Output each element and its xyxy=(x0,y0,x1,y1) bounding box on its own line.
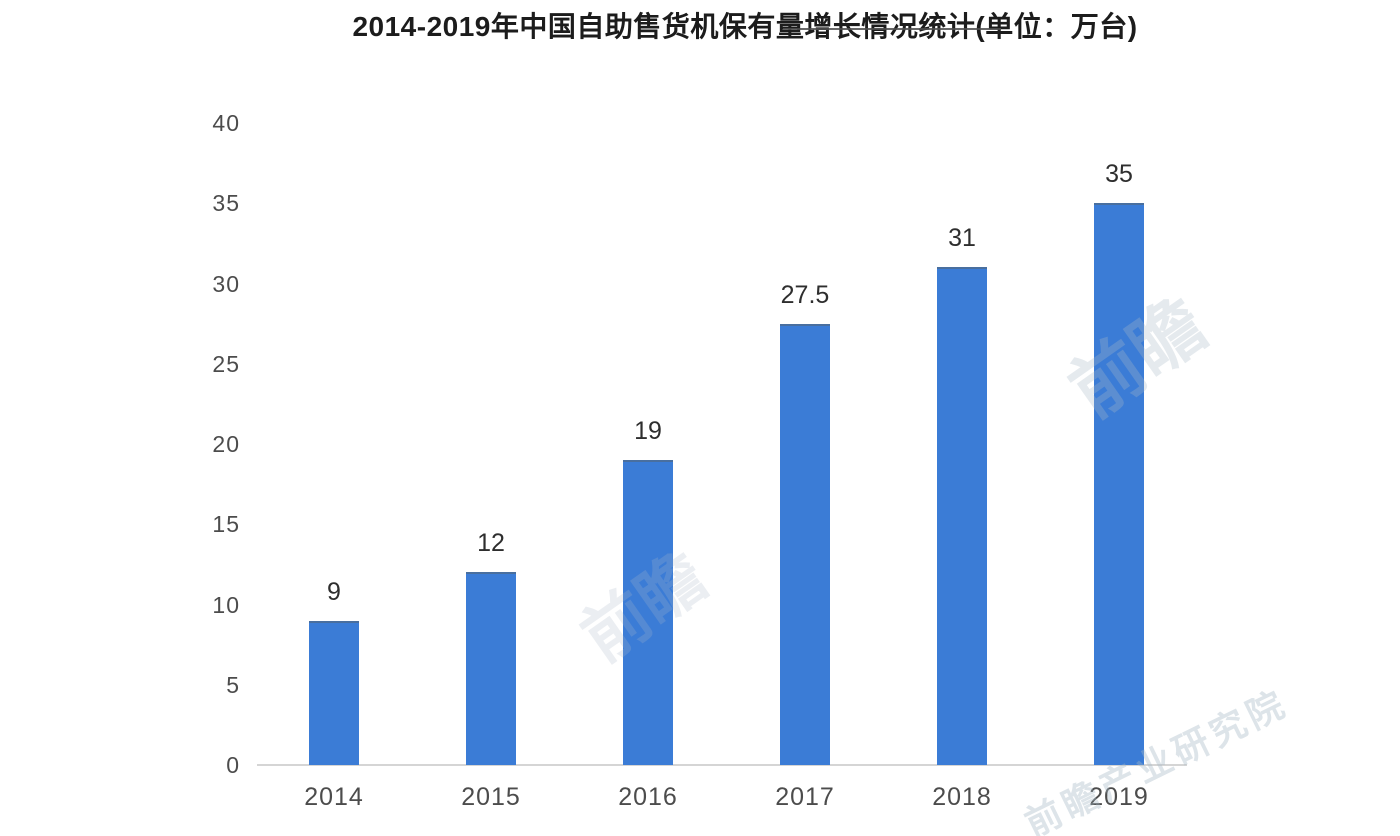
bar-group: 19 xyxy=(623,123,673,765)
y-tick-label: 20 xyxy=(212,431,240,457)
x-tick-label: 2019 xyxy=(1089,783,1149,811)
x-tick-label: 2017 xyxy=(775,783,835,811)
bar-2019 xyxy=(1094,203,1144,765)
bar-value-label: 9 xyxy=(327,578,341,606)
bar-value-label: 31 xyxy=(948,224,976,252)
bar-value-label: 35 xyxy=(1105,160,1133,188)
bar-value-label: 19 xyxy=(634,417,662,445)
bar-group: 31 xyxy=(937,123,987,765)
bar-value-label: 27.5 xyxy=(780,281,830,309)
chart-title: 2014-2019年中国自助售货机保有量增长情况统计(单位：万台) xyxy=(352,11,1138,42)
y-tick-label: 35 xyxy=(212,190,240,217)
x-tick-label: 2014 xyxy=(304,783,364,811)
y-tick-label: 40 xyxy=(212,110,240,136)
bar-2018 xyxy=(937,267,987,765)
bar-2017 xyxy=(780,324,830,765)
bar-group: 9 xyxy=(309,123,359,765)
bar-2015 xyxy=(466,572,516,765)
plot-area: 9 2014 12 2015 19 2016 27.5 2017 31 2018 35 2019 xyxy=(257,123,1187,811)
title-strike-line-artifact xyxy=(783,28,1001,30)
y-tick-label: 10 xyxy=(212,591,240,618)
x-tick-label: 2015 xyxy=(461,783,521,811)
bar-2016 xyxy=(623,460,673,765)
y-tick-label: 30 xyxy=(212,270,240,297)
bar-group: 35 xyxy=(1094,123,1144,765)
x-axis-line xyxy=(257,764,1187,766)
bar-group: 12 xyxy=(466,123,516,765)
y-tick-label: 25 xyxy=(212,350,240,377)
x-tick-label: 2016 xyxy=(618,783,678,811)
y-tick-label: 5 xyxy=(226,671,240,698)
y-tick-label: 0 xyxy=(226,752,240,778)
y-tick-label: 15 xyxy=(212,511,240,538)
bar-2014 xyxy=(309,621,359,765)
bar-group: 27.5 xyxy=(780,123,830,765)
x-tick-label: 2018 xyxy=(932,783,992,811)
bar-value-label: 12 xyxy=(477,529,505,557)
